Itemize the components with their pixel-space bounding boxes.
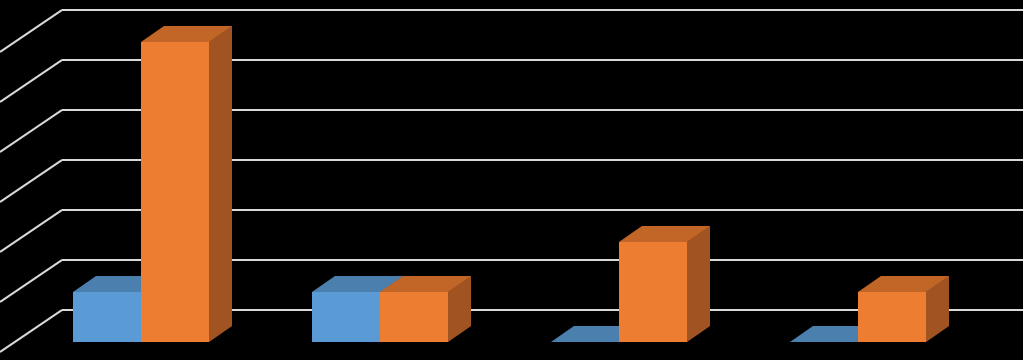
grid-line-depth xyxy=(0,309,63,353)
bar-side xyxy=(687,226,710,342)
grid-line-depth xyxy=(0,59,63,103)
grid-line-depth xyxy=(0,159,63,203)
bar-top-shade xyxy=(380,276,471,292)
bar-side xyxy=(448,276,471,342)
bar-top-shade xyxy=(619,226,710,242)
bar xyxy=(141,26,232,342)
bar-top xyxy=(380,276,471,292)
bar xyxy=(380,276,471,342)
bar-top-shade xyxy=(858,276,949,292)
bar-side xyxy=(209,26,232,342)
bar-top xyxy=(858,276,949,292)
bar-top xyxy=(141,26,232,42)
bar-side xyxy=(926,276,949,342)
bar-side-shade xyxy=(926,276,949,342)
grid-line-depth xyxy=(0,109,63,153)
bar-top xyxy=(312,276,403,292)
bar-side-shade xyxy=(687,226,710,342)
bar-side-shade xyxy=(448,276,471,342)
bar xyxy=(619,226,710,342)
bar-front xyxy=(619,242,687,342)
grid-line-depth xyxy=(0,259,63,303)
bar-front xyxy=(380,292,448,342)
bar-top-shade xyxy=(141,26,232,42)
bar-top-shade xyxy=(312,276,403,292)
grid-line-depth xyxy=(0,209,63,253)
bar-front xyxy=(141,42,209,342)
bar-side-shade xyxy=(209,26,232,342)
grid-line-depth xyxy=(0,9,63,53)
bar-front xyxy=(858,292,926,342)
bar-front xyxy=(312,292,380,342)
bar xyxy=(858,276,949,342)
bar-front xyxy=(73,292,141,342)
bar-top xyxy=(619,226,710,242)
